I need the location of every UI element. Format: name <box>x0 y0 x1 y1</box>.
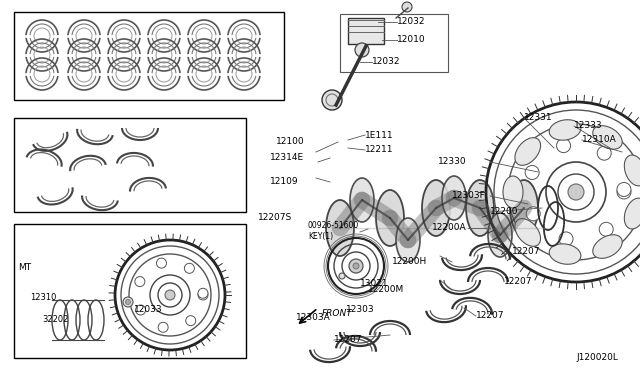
Circle shape <box>617 183 631 196</box>
Ellipse shape <box>466 180 494 236</box>
Ellipse shape <box>326 200 354 256</box>
Circle shape <box>135 276 145 286</box>
Text: 12109: 12109 <box>270 177 299 186</box>
Text: 12200M: 12200M <box>368 285 404 295</box>
Circle shape <box>198 288 208 298</box>
Text: 12310A: 12310A <box>582 135 617 144</box>
Text: FRONT: FRONT <box>322 310 353 318</box>
Ellipse shape <box>503 176 523 208</box>
Circle shape <box>156 258 166 268</box>
Circle shape <box>526 207 540 221</box>
Text: 12207: 12207 <box>334 336 362 344</box>
Text: 12207: 12207 <box>476 311 504 321</box>
Ellipse shape <box>488 213 512 257</box>
Circle shape <box>402 2 412 12</box>
Text: 12032: 12032 <box>397 17 426 26</box>
Text: 13021: 13021 <box>360 279 388 289</box>
Text: 12303A: 12303A <box>296 314 331 323</box>
Text: 12303F: 12303F <box>452 192 486 201</box>
Ellipse shape <box>549 120 581 140</box>
Circle shape <box>597 146 611 160</box>
Text: 12100: 12100 <box>276 138 305 147</box>
Circle shape <box>184 263 195 273</box>
Circle shape <box>557 139 571 153</box>
Text: 12207: 12207 <box>512 247 541 257</box>
Ellipse shape <box>515 219 541 246</box>
Circle shape <box>322 90 342 110</box>
Ellipse shape <box>515 138 541 165</box>
Ellipse shape <box>510 180 538 236</box>
Ellipse shape <box>593 235 622 258</box>
Bar <box>14 224 246 358</box>
Bar <box>340 14 448 72</box>
Ellipse shape <box>549 244 581 264</box>
Text: 12200A: 12200A <box>432 224 467 232</box>
Text: 12310: 12310 <box>30 294 56 302</box>
Circle shape <box>559 232 573 246</box>
Circle shape <box>349 259 363 273</box>
Circle shape <box>158 322 168 332</box>
Text: 12032: 12032 <box>372 58 401 67</box>
Circle shape <box>125 299 131 305</box>
Bar <box>14 12 284 100</box>
Circle shape <box>198 290 208 300</box>
Text: MT: MT <box>18 263 31 273</box>
Text: J120020L: J120020L <box>576 353 618 362</box>
Circle shape <box>339 273 345 279</box>
Text: 12010: 12010 <box>397 35 426 45</box>
Circle shape <box>186 316 196 326</box>
Text: 12207: 12207 <box>504 278 532 286</box>
Text: 00926-51600: 00926-51600 <box>308 221 359 230</box>
Ellipse shape <box>593 126 622 149</box>
Bar <box>14 118 246 212</box>
Text: 12314E: 12314E <box>270 154 304 163</box>
Ellipse shape <box>376 190 404 246</box>
Text: 12303: 12303 <box>346 305 374 314</box>
Circle shape <box>353 263 359 269</box>
Circle shape <box>599 222 613 236</box>
Text: 12207S: 12207S <box>258 214 292 222</box>
Ellipse shape <box>442 176 466 220</box>
Text: 1E111: 1E111 <box>365 131 394 140</box>
Text: 12330: 12330 <box>438 157 467 167</box>
Text: 12200: 12200 <box>490 208 518 217</box>
Ellipse shape <box>350 178 374 222</box>
Circle shape <box>617 185 631 199</box>
Circle shape <box>136 305 145 315</box>
Text: 12211: 12211 <box>365 145 394 154</box>
Circle shape <box>355 43 369 57</box>
Text: 12200H: 12200H <box>392 257 428 266</box>
Circle shape <box>165 290 175 300</box>
Text: KEY(1): KEY(1) <box>308 231 333 241</box>
Ellipse shape <box>625 198 640 229</box>
Ellipse shape <box>396 218 420 262</box>
Circle shape <box>123 297 133 307</box>
Circle shape <box>525 166 539 179</box>
Ellipse shape <box>625 155 640 186</box>
Circle shape <box>568 184 584 200</box>
Text: 12331: 12331 <box>524 113 552 122</box>
Text: 12033: 12033 <box>134 305 163 314</box>
Text: 32202: 32202 <box>42 315 68 324</box>
Bar <box>348 18 384 44</box>
Text: 12333: 12333 <box>574 122 603 131</box>
Ellipse shape <box>422 180 450 236</box>
